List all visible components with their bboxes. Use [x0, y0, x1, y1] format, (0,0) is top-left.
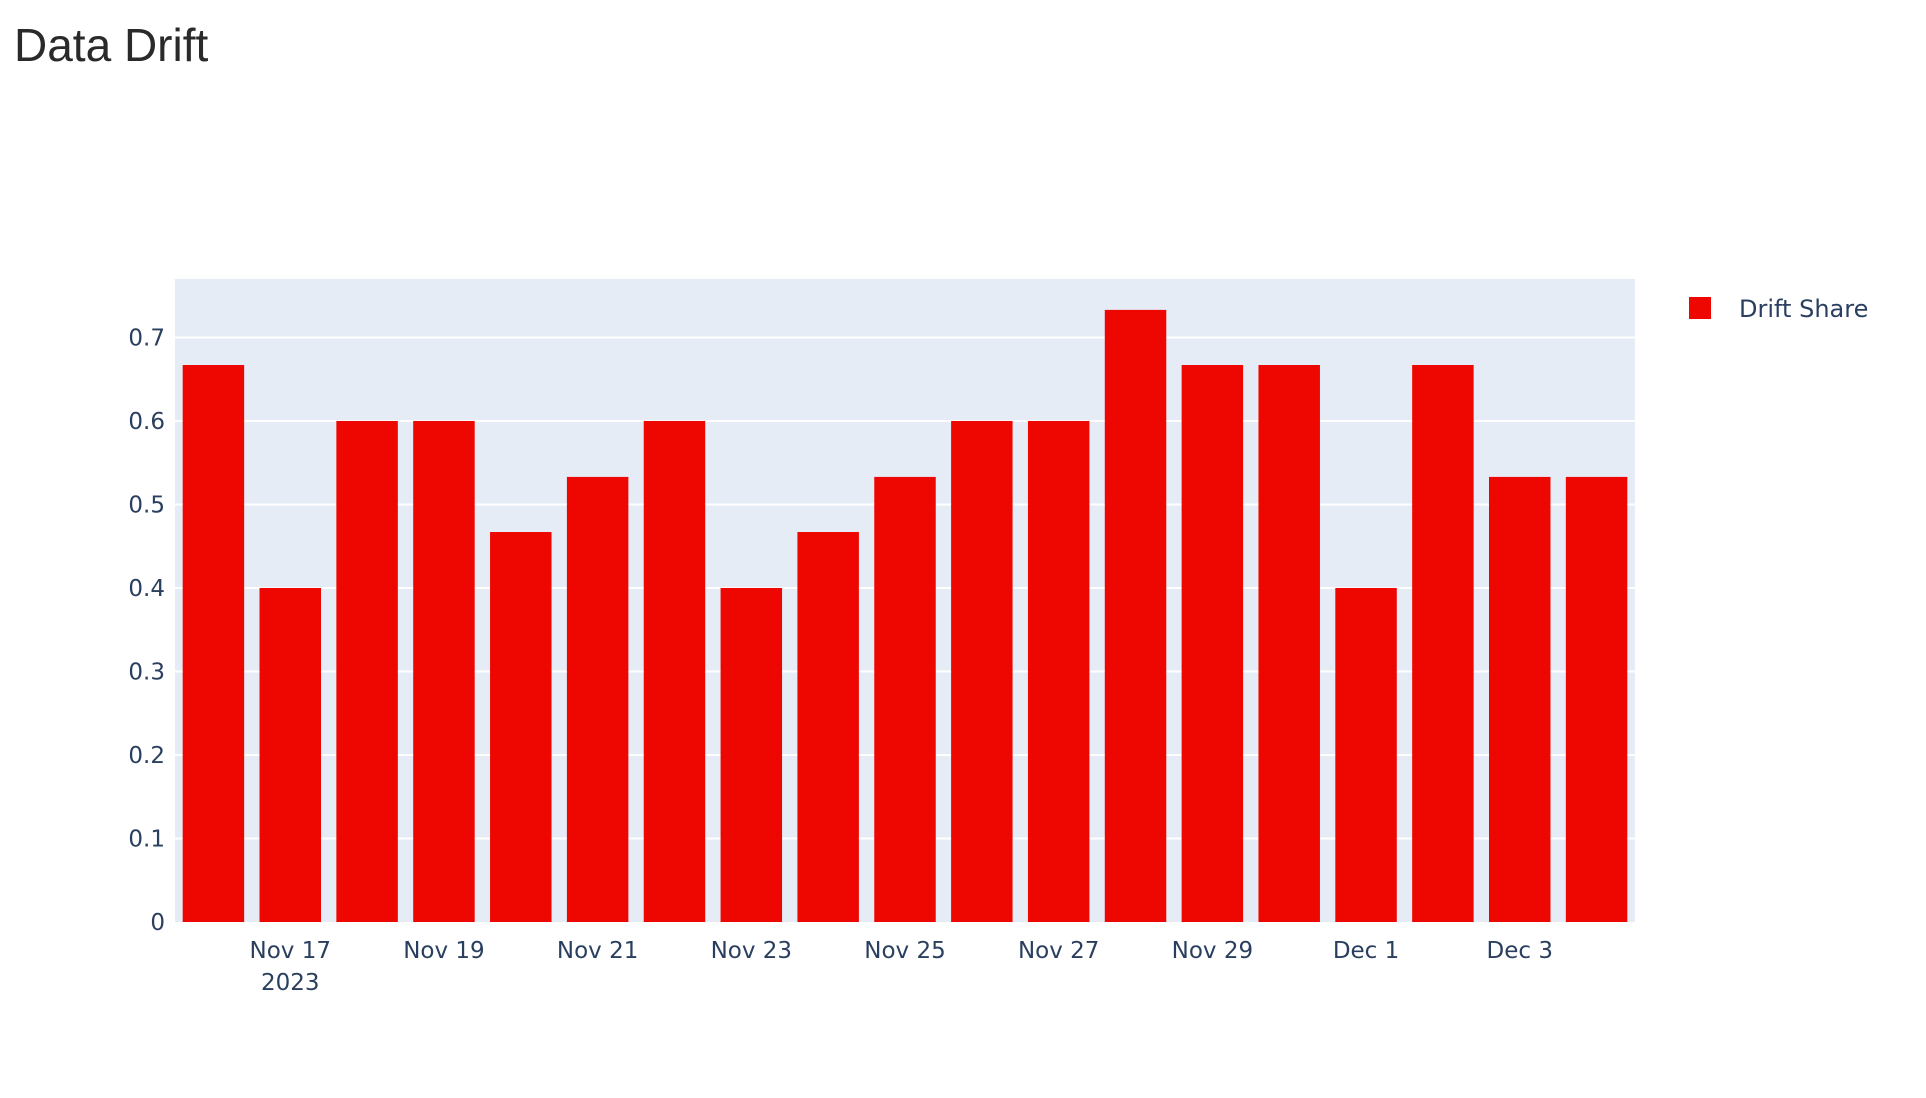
x-axis-ticks: Nov 17 2023 Nov 19 Nov 21 Nov 23 Nov 25 Nov 27…	[250, 938, 1553, 996]
legend-swatch-drift-share[interactable]	[1689, 297, 1711, 319]
bar-2023-11-18[interactable]	[336, 420, 398, 922]
bar-2023-11-16[interactable]	[182, 365, 245, 922]
y-tick-label: 0.5	[128, 492, 165, 518]
x-tick-label: Nov 25	[864, 938, 945, 964]
bar-2023-11-20[interactable]	[490, 532, 552, 922]
y-axis-ticks: 0 0.1 0.2 0.3 0.4 0.5 0.6 0.7	[128, 325, 165, 936]
bar-2023-11-27[interactable]	[1027, 420, 1090, 922]
legend-label-drift-share[interactable]: Drift Share	[1739, 295, 1868, 323]
legend[interactable]: Drift Share	[1689, 295, 1868, 323]
bar-2023-11-29[interactable]	[1181, 365, 1244, 922]
y-tick-label: 0.6	[128, 409, 165, 435]
bar-2023-11-19[interactable]	[413, 420, 475, 922]
bar-2023-11-26[interactable]	[951, 420, 1013, 922]
x-tick-label: Nov 29	[1172, 938, 1253, 964]
x-tick-label: Dec 1	[1333, 938, 1399, 964]
bar-2023-11-23[interactable]	[720, 587, 783, 922]
y-tick-label: 0.2	[128, 743, 165, 769]
x-tick-label: Nov 17	[250, 938, 331, 964]
x-tick-label: Nov 19	[403, 938, 484, 964]
y-tick-label: 0.1	[128, 826, 165, 852]
bar-2023-11-30[interactable]	[1258, 365, 1320, 922]
bar-2023-11-24[interactable]	[797, 532, 859, 922]
x-tick-label: Nov 27	[1018, 938, 1099, 964]
y-tick-label: 0.7	[128, 325, 165, 351]
x-tick-label: Nov 23	[711, 938, 792, 964]
bar-2023-12-02[interactable]	[1412, 365, 1474, 922]
bar-2023-11-17[interactable]	[259, 587, 321, 922]
bar-2023-12-01[interactable]	[1335, 587, 1397, 922]
bar-2023-11-21[interactable]	[566, 476, 629, 922]
bar-2023-11-25[interactable]	[874, 476, 936, 922]
x-tick-label: Nov 21	[557, 938, 638, 964]
bar-2023-11-22[interactable]	[643, 420, 706, 922]
bar-2023-12-04[interactable]	[1565, 476, 1628, 922]
x-tick-year-label: 2023	[261, 970, 320, 996]
y-tick-label: 0	[150, 910, 165, 936]
page-title: Data Drift	[14, 19, 209, 71]
bars	[182, 309, 1628, 922]
bar-2023-12-03[interactable]	[1489, 476, 1551, 922]
x-tick-label: Dec 3	[1487, 938, 1553, 964]
bar-2023-11-28[interactable]	[1104, 309, 1167, 922]
y-tick-label: 0.3	[128, 659, 165, 685]
y-tick-label: 0.4	[128, 576, 165, 602]
